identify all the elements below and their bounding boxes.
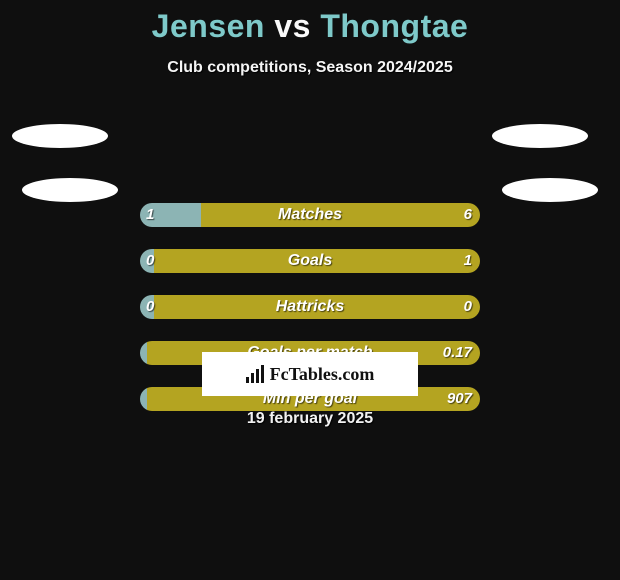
site-logo: FcTables.com — [202, 352, 418, 396]
stat-value-right: 6 — [464, 203, 472, 227]
stat-label: Goals — [140, 249, 480, 273]
title-vs: vs — [274, 8, 311, 44]
stat-label: Matches — [140, 203, 480, 227]
stat-value-right: 907 — [447, 387, 472, 411]
subtitle: Club competitions, Season 2024/2025 — [0, 59, 620, 77]
ellipse-decoration — [12, 124, 108, 148]
ellipse-decoration — [22, 178, 118, 202]
stat-label: Hattricks — [140, 295, 480, 319]
title-player1: Jensen — [152, 8, 265, 44]
stat-value-right: 0.17 — [443, 341, 472, 365]
logo-text: FcTables.com — [270, 364, 375, 385]
stat-row: Matches1 6 — [0, 203, 620, 227]
stat-value-left: 1 — [146, 203, 154, 227]
ellipse-decoration — [492, 124, 588, 148]
logo-bars-icon — [246, 365, 264, 383]
ellipse-decoration — [502, 178, 598, 202]
title-player2: Thongtae — [320, 8, 468, 44]
stat-row: Goals0 1 — [0, 249, 620, 273]
page-title: Jensen vs Thongtae — [0, 0, 620, 45]
stat-row: Hattricks0 0 — [0, 295, 620, 319]
footer-date: 19 february 2025 — [0, 410, 620, 428]
stat-value-left: 0 — [146, 295, 154, 319]
stat-value-left: 0 — [146, 249, 154, 273]
stat-value-right: 1 — [464, 249, 472, 273]
stats-card: Jensen vs Thongtae Club competitions, Se… — [0, 0, 620, 580]
stat-value-right: 0 — [464, 295, 472, 319]
